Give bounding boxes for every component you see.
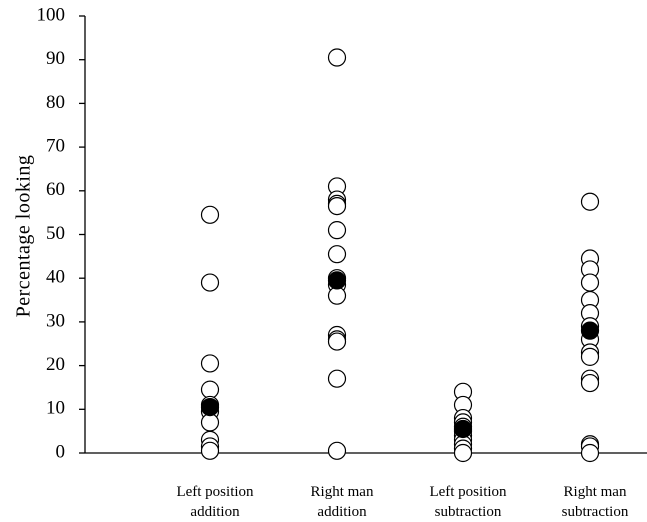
- data-point: [327, 332, 347, 351]
- data-point: [327, 286, 347, 305]
- data-point: [200, 273, 220, 292]
- data-point: [453, 443, 473, 463]
- y-tick-label: 70: [46, 135, 65, 156]
- category-label: subtraction: [435, 504, 502, 520]
- category-label: Left position: [176, 484, 254, 500]
- y-tick-label: 0: [56, 441, 66, 462]
- data-points: [200, 48, 600, 463]
- data-point: [327, 245, 347, 264]
- mean-point: [453, 419, 473, 439]
- y-tick-label: 40: [46, 267, 65, 288]
- data-point: [327, 369, 347, 388]
- category-label: Left position: [429, 484, 507, 500]
- category-labels: Left position addition Right man addition Le…: [176, 484, 628, 520]
- y-tick-label: 60: [46, 179, 65, 200]
- y-axis-title: Percentage looking: [13, 155, 35, 318]
- data-point: [200, 413, 220, 432]
- y-tick-label: 80: [46, 92, 65, 113]
- category-label: addition: [317, 504, 367, 520]
- y-tick-label: 20: [46, 354, 65, 375]
- data-point: [327, 221, 347, 240]
- category-label: subtraction: [562, 504, 629, 520]
- axes: [84, 16, 647, 454]
- mean-point: [327, 271, 347, 290]
- y-tick-label: 30: [46, 310, 65, 331]
- y-axis-ticks: 0 10 20 30 40 50 60 70 80 90 100: [37, 4, 85, 462]
- mean-point: [200, 398, 220, 417]
- y-tick-label: 90: [46, 48, 65, 69]
- data-point: [327, 441, 347, 460]
- data-point: [200, 441, 220, 460]
- data-point: [580, 347, 600, 366]
- y-tick-label: 50: [46, 223, 65, 244]
- data-point: [580, 373, 600, 393]
- data-point: [200, 380, 220, 399]
- data-point: [200, 205, 220, 224]
- data-point: [327, 48, 347, 67]
- data-point: [327, 196, 347, 216]
- data-point: [580, 192, 600, 211]
- y-tick-label: 100: [37, 4, 66, 25]
- category-label: addition: [190, 504, 240, 520]
- y-tick-label: 10: [46, 398, 65, 419]
- category-label: Right man: [311, 484, 374, 500]
- mean-point: [580, 321, 600, 340]
- category-label: Right man: [564, 484, 627, 500]
- data-point: [580, 273, 600, 292]
- data-point: [200, 354, 220, 373]
- data-point: [580, 443, 600, 463]
